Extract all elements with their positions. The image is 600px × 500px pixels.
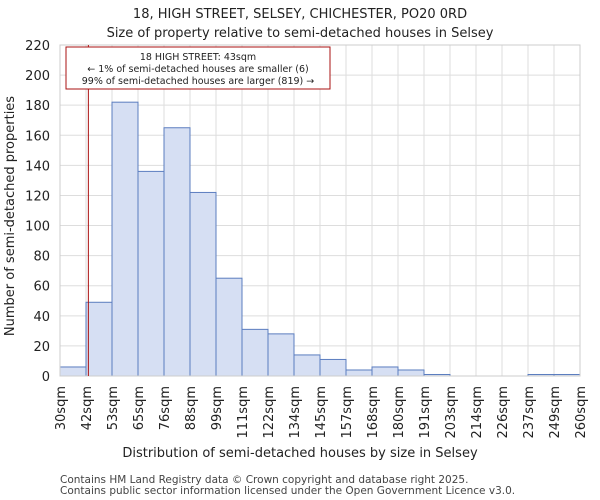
footer-licence: Contains public sector information licen… [60,485,515,497]
histogram-bar [189,191,217,377]
y-tick-label: 20 [33,340,50,355]
histogram-bar [397,369,425,377]
y-axis-ticks: 0 20 40 60 80 100 120 140 160 180 200 220 [25,39,50,385]
x-tick-label: 214sqm [470,386,485,439]
y-tick-label: 60 [33,280,50,295]
y-tick-label: 120 [25,189,50,204]
x-tick-label: 157sqm [340,386,355,439]
histogram-bar [163,127,191,377]
x-tick-label: 237sqm [522,386,537,439]
footer-copyright: Contains HM Land Registry data © Crown c… [60,474,468,486]
annotation-line-3: 99% of semi-detached houses are larger (… [82,76,315,87]
histogram-bar [241,328,269,377]
x-tick-label: 168sqm [366,386,381,439]
x-tick-label: 111sqm [236,386,251,439]
x-tick-label: 134sqm [288,386,303,439]
y-tick-label: 200 [25,69,50,84]
annotation-frame [65,46,331,90]
chart-subtitle: Size of property relative to semi-detach… [107,26,494,41]
histogram-bar [137,170,165,377]
x-axis-label: Distribution of semi-detached houses by … [122,446,478,461]
x-tick-label: 65sqm [132,386,147,430]
x-tick-label: 249sqm [548,386,563,439]
x-tick-label: 203sqm [444,386,459,439]
y-tick-label: 220 [25,39,50,54]
x-tick-label: 191sqm [418,386,433,439]
y-tick-label: 80 [33,250,50,265]
chart-title: 18, HIGH STREET, SELSEY, CHICHESTER, PO2… [133,7,467,22]
annotation-box: 18 HIGH STREET: 43sqm ← 1% of semi-detac… [65,46,331,90]
x-tick-label: 180sqm [392,386,407,439]
x-tick-label: 145sqm [314,386,329,439]
y-tick-label: 160 [25,129,50,144]
histogram-bar [215,277,243,377]
y-tick-label: 100 [25,220,50,235]
y-tick-label: 140 [25,159,50,174]
histogram-bar [59,366,87,377]
x-tick-label: 42sqm [80,386,95,430]
histogram-bar [371,366,399,377]
bars [59,101,581,377]
y-tick-label: 0 [42,370,50,385]
y-tick-label: 180 [25,99,50,114]
histogram-bar [293,354,321,377]
x-axis-ticks: 30sqm 42sqm 53sqm 65sqm 76sqm 88sqm 99sqm 111sq… [54,386,589,439]
x-tick-label: 99sqm [210,386,225,430]
x-tick-label: 88sqm [184,386,199,430]
x-tick-label: 76sqm [158,386,173,430]
histogram-bar [345,369,373,377]
x-tick-label: 226sqm [496,386,511,439]
annotation-line-2: ← 1% of semi-detached houses are smaller… [87,64,308,75]
histogram-bar [267,333,295,377]
x-tick-label: 260sqm [574,386,589,439]
annotation-line-1: 18 HIGH STREET: 43sqm [140,52,256,63]
y-tick-label: 40 [33,310,50,325]
histogram-bar [319,358,347,377]
x-tick-label: 122sqm [262,386,277,439]
y-axis-label: Number of semi-detached properties [3,96,18,336]
x-tick-label: 53sqm [106,386,121,430]
histogram-bar [85,301,113,377]
plot-frame [59,44,581,377]
x-tick-label: 30sqm [54,386,69,430]
histogram-bar [111,101,139,377]
